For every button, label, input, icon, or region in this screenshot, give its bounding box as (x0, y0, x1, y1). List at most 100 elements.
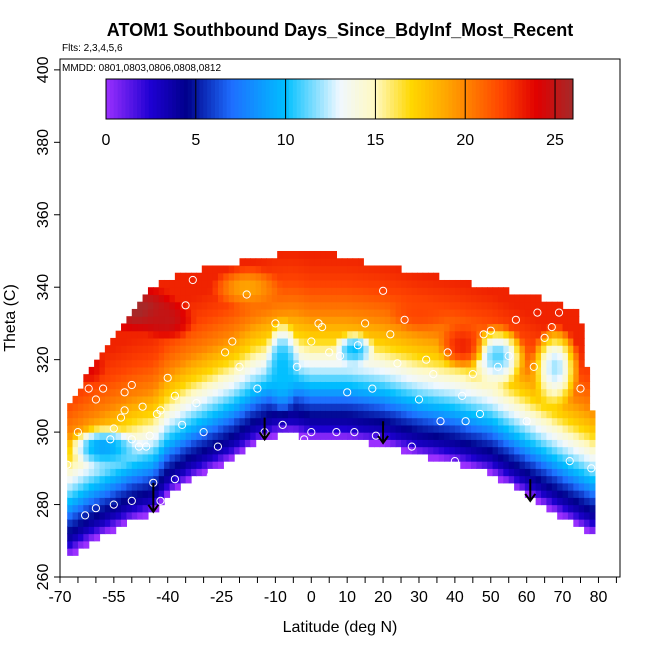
heat-cell (497, 352, 504, 361)
heat-cell (546, 410, 553, 419)
heat-cell (541, 308, 548, 317)
heat-cell (460, 330, 467, 339)
heat-cell (546, 439, 553, 448)
heat-cell (142, 490, 149, 498)
heat-cell (503, 468, 510, 477)
heat-cell (185, 352, 192, 361)
heat-cell (331, 265, 338, 274)
heat-cell (476, 294, 483, 303)
heat-cell (131, 345, 138, 354)
heat-cell (390, 323, 397, 332)
heat-cell (314, 258, 321, 267)
heat-cell (169, 432, 176, 440)
heat-cell (104, 403, 111, 411)
heat-cell (584, 439, 591, 448)
heat-cell (244, 388, 251, 397)
heat-cell (519, 330, 526, 339)
heat-cell (314, 366, 321, 375)
heat-cell (217, 410, 224, 419)
heat-cell (153, 403, 160, 411)
heat-cell (481, 330, 488, 339)
heat-cell (562, 461, 569, 469)
heat-cell (131, 475, 138, 484)
heat-cell (255, 308, 262, 317)
heat-cell (530, 323, 537, 332)
heat-cell (422, 308, 429, 317)
heat-cell (158, 323, 165, 332)
heat-cell (551, 475, 558, 484)
colorbar-segment (549, 79, 555, 119)
heat-cell (212, 461, 219, 469)
heat-cell (99, 526, 106, 535)
heat-cell (573, 323, 580, 332)
heat-cell (427, 359, 434, 368)
colorbar-segment (370, 79, 376, 119)
heat-cell (94, 446, 101, 455)
heat-cell (201, 439, 208, 448)
heat-cell (314, 374, 321, 382)
heat-cell (298, 250, 305, 259)
colorbar-segment (249, 79, 255, 119)
heat-cell (519, 388, 526, 397)
heat-cell (524, 453, 531, 462)
heat-cell (433, 388, 440, 397)
heat-cell (201, 337, 208, 346)
heat-cell (497, 294, 504, 303)
heat-cell (578, 490, 585, 498)
colorbar-segment (502, 79, 508, 119)
y-tick-label: 260 (35, 564, 52, 591)
heat-cell (433, 337, 440, 346)
heat-cell (363, 294, 370, 303)
heat-cell (487, 316, 494, 325)
heat-cell (352, 381, 359, 390)
heat-cell (357, 424, 364, 433)
heat-cell (185, 446, 192, 455)
heat-cell (519, 432, 526, 440)
observation-point (178, 420, 187, 429)
heat-cell (557, 395, 564, 404)
x-tick-label: 50 (482, 589, 500, 606)
heat-cell (476, 308, 483, 317)
heat-cell (191, 453, 198, 462)
heat-cell (169, 410, 176, 419)
heat-cell (223, 323, 230, 332)
heat-cell (234, 301, 241, 310)
heat-cell (546, 468, 553, 477)
heat-cell (578, 439, 585, 448)
heat-cell (158, 366, 165, 375)
heat-cell (174, 446, 181, 455)
heat-cell (417, 345, 424, 354)
heat-cell (417, 323, 424, 332)
heat-cell (438, 424, 445, 433)
heat-cell (142, 374, 149, 382)
heat-cell (401, 337, 408, 346)
x-tick-label: 10 (338, 589, 356, 606)
heat-cell (530, 352, 537, 361)
heat-cell (282, 308, 289, 317)
heat-cell (427, 410, 434, 419)
heat-cell (115, 439, 122, 448)
heat-cell (314, 345, 321, 354)
heat-cell (401, 417, 408, 426)
heat-cell (83, 533, 90, 542)
heat-cell (282, 366, 289, 375)
heat-cell (282, 345, 289, 354)
heat-cell (368, 279, 375, 288)
observation-point (353, 341, 362, 350)
heat-cell (465, 403, 472, 411)
heat-cell (298, 345, 305, 354)
heat-cell (546, 432, 553, 440)
heat-cell (110, 446, 117, 455)
heat-cell (174, 432, 181, 440)
heat-cell (255, 272, 262, 281)
heat-cell (390, 352, 397, 361)
heat-cell (217, 337, 224, 346)
heat-cell (174, 410, 181, 419)
heat-cell (304, 432, 311, 440)
heat-cell (417, 395, 424, 404)
heat-cell (169, 403, 176, 411)
heat-cell (94, 468, 101, 477)
heat-cell (471, 345, 478, 354)
heat-cell (261, 308, 268, 317)
heat-cell (503, 453, 510, 462)
